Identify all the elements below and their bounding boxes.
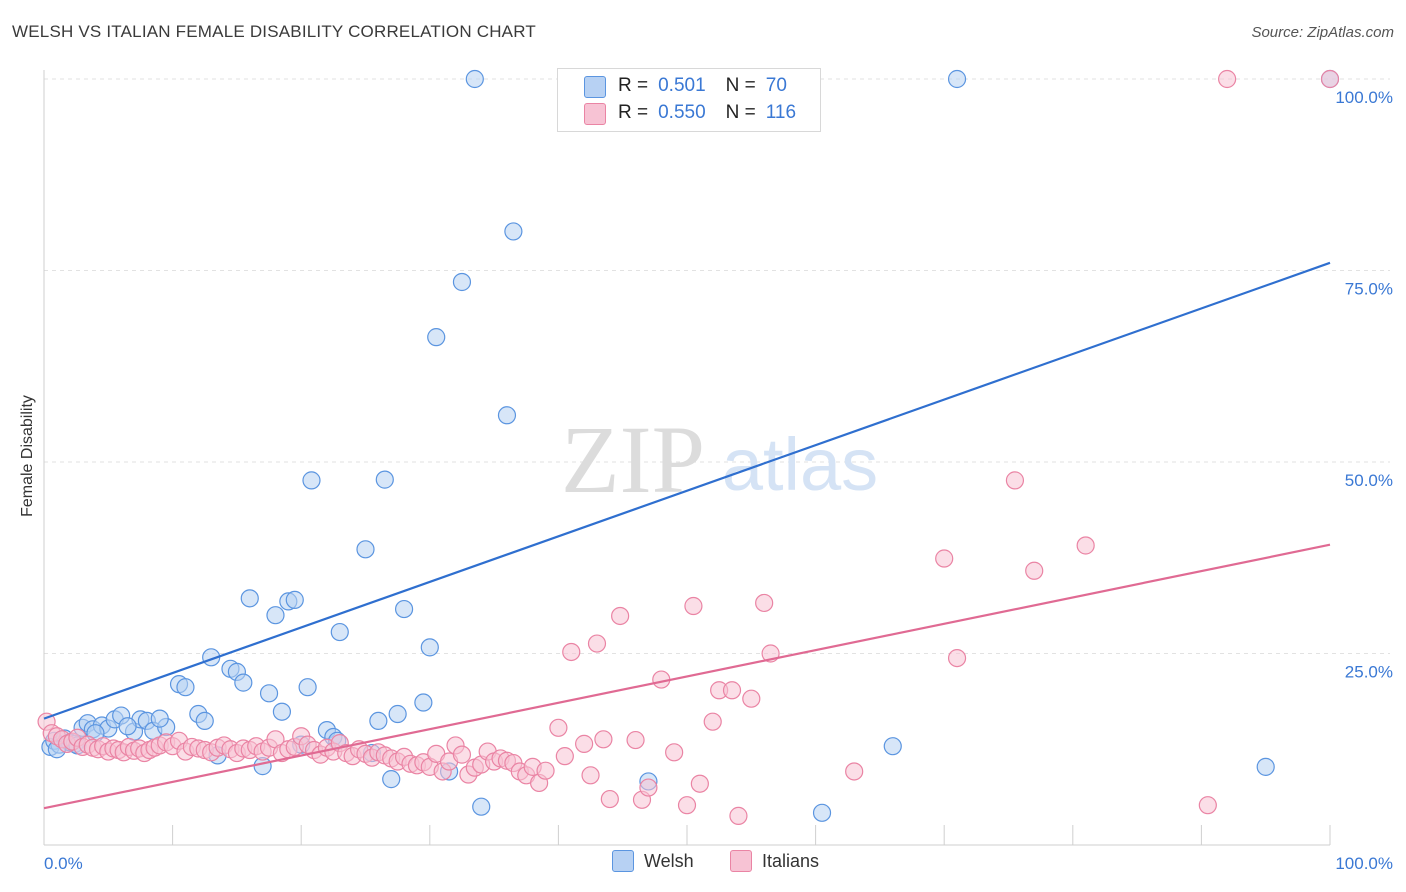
welsh-point: [150, 709, 169, 728]
italians-point: [1005, 471, 1025, 490]
welsh-point: [195, 711, 214, 731]
legend-italians-row: R = 0.550 N = 116: [618, 101, 796, 125]
italians-point: [639, 778, 658, 797]
welsh-point: [472, 797, 491, 816]
italians-point: [935, 549, 954, 568]
italians-point: [677, 796, 697, 815]
welsh-point: [259, 684, 279, 703]
welsh-point: [420, 638, 439, 657]
welsh-point: [375, 470, 394, 489]
bottom-legend-italians-label: Italians: [762, 850, 820, 871]
legend-italians-swatch: [584, 103, 606, 125]
welsh-point: [240, 589, 259, 608]
italians-point: [611, 606, 630, 626]
welsh-point: [883, 737, 902, 756]
welsh-point: [414, 693, 433, 712]
welsh-point: [298, 678, 317, 697]
welsh-point: [176, 678, 195, 697]
italians-point: [722, 681, 742, 700]
legend-welsh-n-label: N =: [725, 75, 756, 96]
italians-point: [755, 593, 774, 613]
welsh-point: [369, 711, 388, 731]
italians-point: [594, 730, 613, 749]
welsh-point: [266, 606, 285, 625]
welsh-point: [812, 803, 832, 822]
italians-point: [684, 596, 703, 616]
x-tick-label-max: 100.0%: [1335, 854, 1393, 873]
italians-point: [1025, 561, 1044, 580]
welsh-point: [118, 717, 137, 736]
legend-welsh-n-value: 70: [765, 75, 787, 96]
italians-point: [587, 634, 607, 653]
legend-welsh-row: R = 0.501 N = 70: [618, 74, 787, 98]
welsh-point: [497, 406, 517, 425]
italians-point: [729, 806, 748, 825]
italians-point: [575, 734, 594, 753]
italians-point: [703, 712, 722, 731]
y-tick-label: 100.0%: [1335, 88, 1393, 107]
bottom-legend-welsh: Welsh: [612, 850, 694, 872]
welsh-point: [234, 673, 253, 692]
italians-point: [1076, 536, 1095, 555]
italians-point: [690, 774, 709, 793]
italians-point: [555, 747, 574, 766]
bottom-legend-welsh-swatch: [612, 850, 634, 872]
welsh-point: [452, 272, 472, 292]
welsh-trend-line: [43, 261, 1331, 720]
legend-italians-n-value: 116: [765, 102, 797, 123]
welsh-point: [302, 471, 321, 490]
italians-point: [1320, 69, 1340, 89]
welsh-point: [382, 770, 401, 789]
legend-welsh-swatch: [584, 76, 606, 98]
italians-point: [626, 730, 645, 750]
welsh-point: [1256, 757, 1275, 776]
italians-point: [581, 766, 600, 785]
welsh-point: [356, 540, 375, 559]
legend-welsh-r-value: 0.501: [658, 75, 706, 96]
bottom-legend-italians-swatch: [730, 850, 752, 872]
italians-point: [452, 745, 472, 764]
y-tick-label: 50.0%: [1345, 471, 1393, 490]
legend-box: R = 0.501 N = 70 R = 0.550 N = 116: [557, 68, 821, 132]
bottom-legend-welsh-label: Welsh: [644, 850, 694, 871]
italians-point: [549, 718, 568, 737]
italians-point: [536, 761, 555, 780]
y-tick-label: 75.0%: [1345, 280, 1393, 299]
welsh-point: [427, 328, 446, 347]
welsh-point: [330, 622, 349, 642]
italians-point: [600, 789, 619, 809]
italians-point: [1198, 796, 1217, 815]
legend-italians-r-label: R =: [618, 102, 649, 123]
italians-point: [845, 762, 864, 781]
welsh-point: [465, 69, 484, 89]
italians-point: [1218, 69, 1237, 89]
x-tick-label-min: 0.0%: [44, 854, 83, 873]
welsh-point: [504, 222, 523, 241]
bottom-legend-italians: Italians: [730, 850, 819, 872]
italians-point: [562, 642, 581, 662]
welsh-point: [285, 590, 304, 609]
watermark-atlas: atlas: [722, 423, 878, 506]
welsh-point: [388, 704, 407, 724]
source-label: Source: ZipAtlas.com: [1251, 24, 1394, 41]
welsh-point: [394, 599, 414, 619]
y-tick-label: 25.0%: [1345, 663, 1393, 682]
welsh-point: [947, 69, 967, 89]
legend-italians-r-value: 0.550: [658, 102, 706, 123]
italians-point: [742, 689, 761, 708]
watermark-zip: ZIP: [561, 406, 705, 513]
legend-welsh-r-label: R =: [618, 75, 649, 96]
chart-title: WELSH VS ITALIAN FEMALE DISABILITY CORRE…: [12, 22, 536, 41]
italians-point: [665, 743, 684, 762]
welsh-point: [272, 702, 292, 721]
legend-italians-n-label: N =: [725, 102, 756, 123]
italians-point: [947, 648, 967, 668]
italians-trend-line: [43, 543, 1331, 810]
